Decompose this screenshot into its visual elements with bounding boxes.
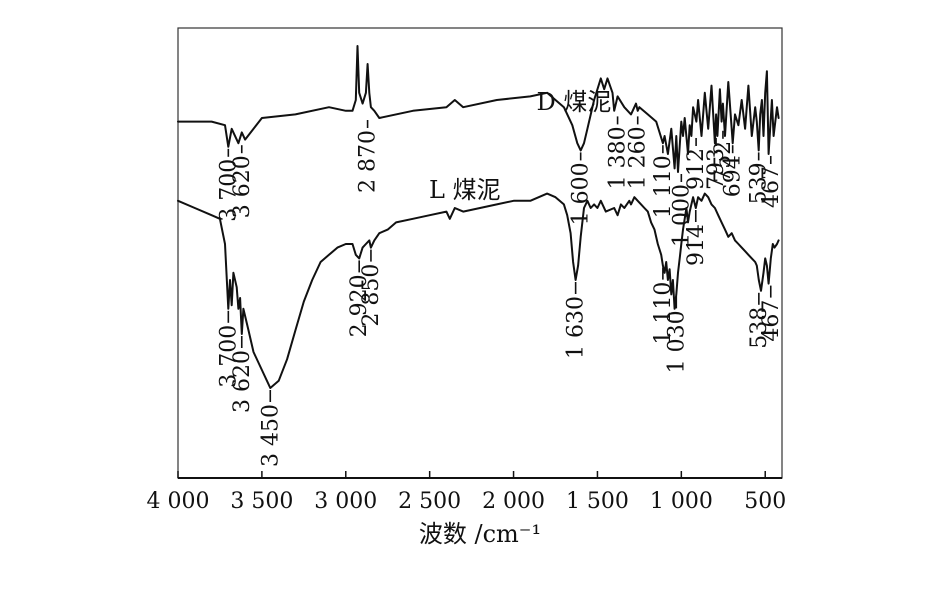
peak-annotation: 467 <box>759 156 784 208</box>
peak-annotation: 2 850 <box>359 249 384 327</box>
peak-label: 1 030 <box>664 310 689 373</box>
peak-label: 467 <box>759 166 784 208</box>
peak-annotation: 539 <box>747 152 772 204</box>
peak-annotation: 912 <box>684 138 709 190</box>
peak-annotation: 1 600 <box>569 152 594 225</box>
peak-annotation: 1 630 <box>564 282 589 359</box>
x-tick-label: 3 500 <box>230 489 293 514</box>
x-tick-label: 2 500 <box>398 489 461 514</box>
x-axis-label: 波数 /cm⁻¹ <box>419 520 541 548</box>
peak-annotation: 1 110 <box>651 267 676 345</box>
peak-annotation: 3 700 <box>216 310 241 388</box>
peak-annotation: 3 450 <box>258 390 283 467</box>
peak-label: 467 <box>759 300 784 342</box>
peak-annotation: 3 620 <box>230 336 255 413</box>
peak-annotation: 694 <box>721 145 746 197</box>
peak-label: 3 700 <box>216 159 241 222</box>
peak-annotation: 2 920 <box>347 260 372 337</box>
x-tick-label: 2 000 <box>482 489 545 514</box>
series-line-l <box>177 192 780 389</box>
peak-annotation: 1 380 <box>606 116 631 189</box>
peak-annotation: 1 000 <box>669 174 694 247</box>
peak-label: 3 450 <box>258 404 283 467</box>
series-label: D 煤泥 <box>536 88 611 116</box>
peak-annotation: 1 030 <box>664 296 689 373</box>
peak-label: 1 630 <box>564 296 589 359</box>
series-labels: D 煤泥 L 煤泥 <box>429 88 611 204</box>
x-tick-labels: 4 000 3 500 3 000 2 500 2 000 1 500 1 000 500 <box>147 489 787 514</box>
peak-label: 914 <box>684 224 709 266</box>
peak-label: 793 <box>704 148 729 190</box>
x-ticks <box>177 471 766 478</box>
peak-label: 3 700 <box>216 325 241 388</box>
x-tick-label: 1 500 <box>566 489 629 514</box>
peak-annotation: 914 <box>684 210 709 266</box>
peak-label: 538 <box>747 307 772 349</box>
peak-label: 1 110 <box>651 155 676 218</box>
peak-annotation: 793 <box>704 138 729 190</box>
x-tick-label: 3 000 <box>314 489 377 514</box>
peak-label: 752 <box>711 141 736 183</box>
peak-annotation: 3 700 <box>216 148 241 222</box>
peak-label: 912 <box>684 148 709 190</box>
peak-annotation: 1 110 <box>651 145 676 218</box>
peak-label: 2 850 <box>359 264 384 327</box>
peak-label: 2 920 <box>347 274 372 337</box>
peak-annotation: 3 620 <box>230 145 255 218</box>
x-tick-label: 500 <box>744 489 786 514</box>
peak-annotation: 752 <box>711 130 736 183</box>
peak-annotation: 467 <box>759 285 784 342</box>
peak-label: 1 000 <box>669 184 694 247</box>
peak-label: 1 380 <box>606 126 631 189</box>
peak-annotation: 538 <box>747 292 772 349</box>
peak-label: 3 620 <box>230 350 255 413</box>
peak-annotation: 1 260 <box>626 116 651 189</box>
peak-label: 539 <box>747 162 772 204</box>
peak-label: 1 260 <box>626 126 651 189</box>
peak-label: 2 870 <box>356 130 381 193</box>
series-line-d <box>177 45 780 173</box>
x-tick-label: 4 000 <box>147 489 210 514</box>
series-label: L 煤泥 <box>429 176 501 204</box>
peak-label: 694 <box>721 155 746 197</box>
series-lines <box>177 45 780 389</box>
peak-label: 1 600 <box>569 162 594 225</box>
peak-label: 3 620 <box>230 155 255 218</box>
peak-label: 1 110 <box>651 282 676 345</box>
x-tick-label: 1 000 <box>650 489 713 514</box>
peak-annotation: 2 870 <box>356 120 381 193</box>
